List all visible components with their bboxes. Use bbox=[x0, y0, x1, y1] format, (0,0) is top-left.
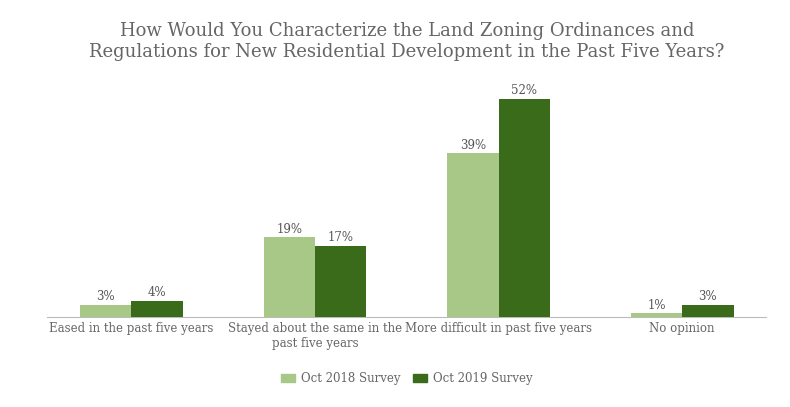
Title: How Would You Characterize the Land Zoning Ordinances and
Regulations for New Re: How Would You Characterize the Land Zoni… bbox=[89, 22, 724, 61]
Bar bbox=[447, 153, 498, 317]
Bar bbox=[631, 313, 683, 317]
Text: 3%: 3% bbox=[698, 290, 717, 303]
Text: 1%: 1% bbox=[647, 299, 666, 312]
Bar bbox=[498, 98, 550, 317]
Text: 4%: 4% bbox=[148, 286, 167, 299]
Text: 19%: 19% bbox=[276, 223, 303, 236]
Legend: Oct 2018 Survey, Oct 2019 Survey: Oct 2018 Survey, Oct 2019 Survey bbox=[276, 367, 537, 389]
Bar bbox=[80, 305, 131, 317]
Text: 39%: 39% bbox=[460, 138, 486, 151]
Bar bbox=[264, 237, 315, 317]
Bar bbox=[315, 246, 367, 317]
Bar bbox=[131, 301, 182, 317]
Text: 52%: 52% bbox=[511, 84, 537, 97]
Text: 17%: 17% bbox=[328, 231, 354, 244]
Bar bbox=[683, 305, 734, 317]
Text: 3%: 3% bbox=[96, 290, 115, 303]
